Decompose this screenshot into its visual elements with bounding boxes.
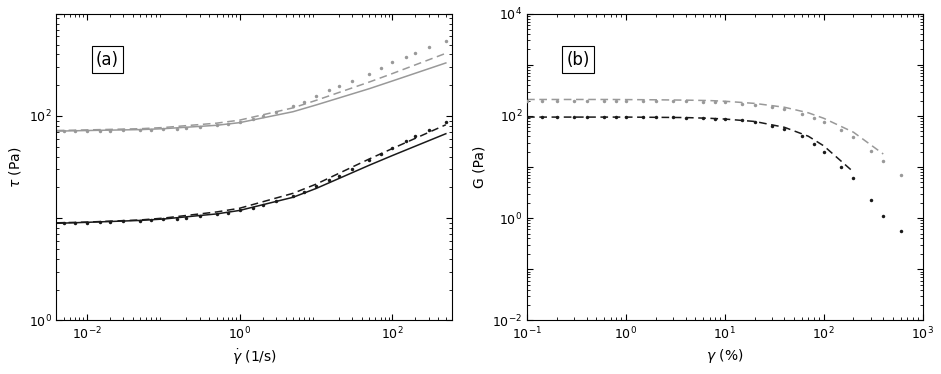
- X-axis label: $\gamma$ (%): $\gamma$ (%): [706, 347, 743, 365]
- Y-axis label: G (Pa): G (Pa): [472, 146, 486, 188]
- Text: (b): (b): [566, 50, 590, 68]
- Y-axis label: $\tau$ (Pa): $\tau$ (Pa): [7, 147, 23, 188]
- X-axis label: $\dot{\gamma}$ (1/s): $\dot{\gamma}$ (1/s): [231, 347, 277, 367]
- Text: (a): (a): [96, 50, 119, 68]
